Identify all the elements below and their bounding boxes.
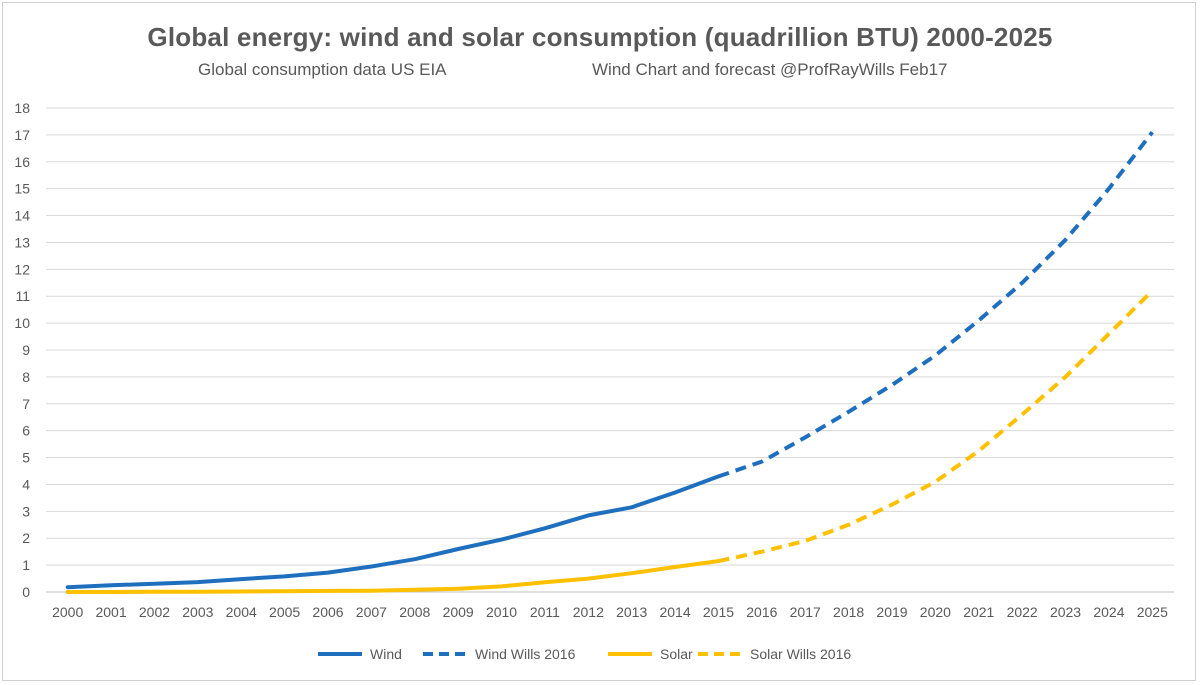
y-tick-label: 18 (14, 100, 30, 116)
x-tick-label: 2024 (1093, 604, 1124, 620)
chart-subtitle-credit: Wind Chart and forecast @ProfRayWills Fe… (592, 60, 948, 79)
x-tick-label: 2025 (1137, 604, 1168, 620)
x-tick-label: 2013 (616, 604, 647, 620)
y-tick-label: 2 (22, 530, 30, 546)
y-tick-label: 0 (22, 584, 30, 600)
legend: Wind Wind Wills 2016 Solar Solar Wills 2016 (318, 646, 851, 662)
x-tick-label: 2015 (703, 604, 734, 620)
y-tick-label: 4 (22, 476, 30, 492)
y-tick-label: 9 (22, 342, 30, 358)
x-tick-label: 2014 (659, 604, 690, 620)
x-tick-label: 2001 (95, 604, 126, 620)
y-tick-label: 6 (22, 423, 30, 439)
series-line-wind-wills-2016 (717, 130, 1154, 479)
y-tick-label: 17 (14, 127, 30, 143)
y-tick-label: 8 (22, 369, 30, 385)
gridlines (46, 107, 1174, 593)
y-tick-label: 5 (22, 450, 30, 466)
x-tick-label: 2020 (920, 604, 951, 620)
y-tick-label: 3 (22, 503, 30, 519)
y-tick-label: 16 (14, 154, 30, 170)
y-tick-label: 1 (22, 557, 30, 573)
chart-title: Global energy: wind and solar consumptio… (147, 22, 1053, 52)
x-tick-label: 2012 (573, 604, 604, 620)
x-tick-label: 2003 (182, 604, 213, 620)
legend-label: Solar Wills 2016 (750, 646, 851, 662)
y-tick-label: 10 (14, 315, 30, 331)
y-tick-label: 13 (14, 234, 30, 250)
x-tick-label: 2010 (486, 604, 517, 620)
x-tick-label: 2017 (790, 604, 821, 620)
x-tick-label: 2002 (139, 604, 170, 620)
x-tick-label: 2006 (312, 604, 343, 620)
series-line-wind (65, 474, 721, 590)
y-tick-label: 12 (14, 261, 30, 277)
legend-label: Wind (370, 646, 402, 662)
x-tick-label: 2004 (226, 604, 257, 620)
x-tick-label: 2008 (399, 604, 430, 620)
x-tick-label: 2000 (52, 604, 83, 620)
y-tick-label: 11 (15, 288, 30, 304)
series-line-solar (65, 559, 721, 594)
x-tick-label: 2016 (746, 604, 777, 620)
x-tick-label: 2018 (833, 604, 864, 620)
series-lines (65, 130, 1154, 594)
x-tick-label: 2023 (1050, 604, 1081, 620)
legend-label: Wind Wills 2016 (475, 646, 576, 662)
y-tick-label: 15 (14, 181, 30, 197)
x-tick-label: 2021 (963, 604, 994, 620)
x-tick-label: 2005 (269, 604, 300, 620)
x-axis-ticks: 2000 2001 2002 2003 2004 2005 2006 2007 2008 2009… (52, 604, 1168, 620)
x-tick-label: 2011 (530, 604, 560, 620)
x-tick-label: 2019 (876, 604, 907, 620)
x-tick-label: 2022 (1007, 604, 1038, 620)
chart-subtitle-source: Global consumption data US EIA (198, 60, 447, 79)
x-tick-label: 2009 (443, 604, 474, 620)
legend-label: Solar (660, 646, 693, 662)
series-line-solar-wills-2016 (718, 289, 1154, 564)
x-tick-label: 2007 (356, 604, 387, 620)
y-tick-label: 14 (14, 208, 30, 224)
y-tick-label: 7 (22, 396, 30, 412)
